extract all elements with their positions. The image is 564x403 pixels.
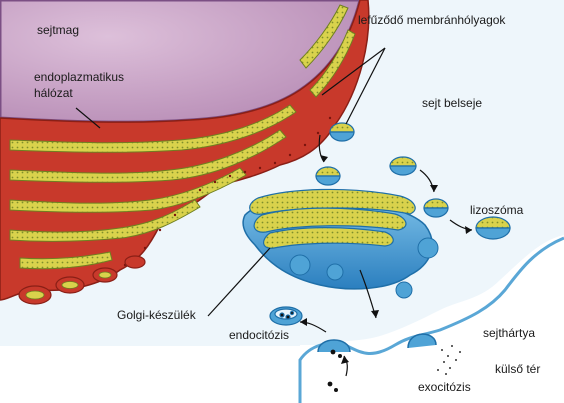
endoplasmic-reticulum: [0, 0, 370, 305]
label-cytoplasm: sejt belseje: [422, 96, 483, 110]
endocytosis-vesicle: [269, 306, 303, 326]
label-vesicles: lefűződő membránhólyagok: [358, 13, 506, 27]
secreted-particles: [437, 345, 461, 375]
label-endocytosis: endocitózis: [229, 328, 290, 342]
label-exocytosis: exocitózis: [418, 380, 471, 394]
arrowheads: [300, 155, 472, 364]
budding-vesicles: [315, 122, 511, 240]
golgi-apparatus: [242, 188, 439, 299]
label-golgi: Golgi-készülék: [117, 308, 196, 322]
label-er-line2: hálózat: [34, 86, 73, 100]
label-lysosome: lizoszóma: [470, 203, 524, 217]
label-membrane: sejthártya: [483, 326, 536, 340]
exocytosis-vesicle: [407, 333, 437, 349]
label-er-line1: endoplazmatikus: [34, 70, 125, 84]
label-nucleus: sejtmag: [37, 23, 80, 37]
label-exterior: külső tér: [495, 362, 541, 376]
